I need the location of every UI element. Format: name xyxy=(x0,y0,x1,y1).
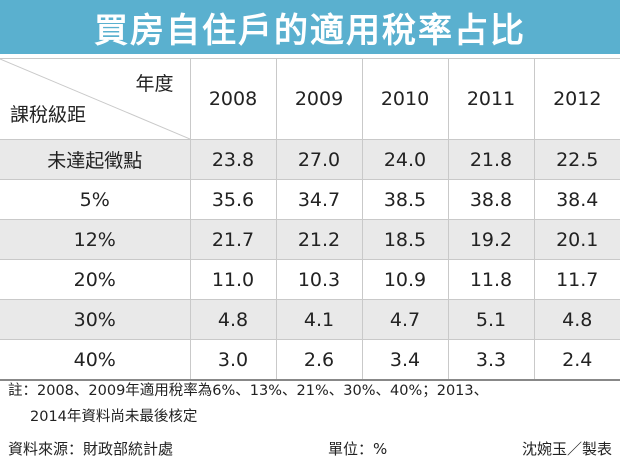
table-cell: 24.0 xyxy=(361,139,448,180)
table-cell: 4.8 xyxy=(189,299,276,340)
table-cell: 38.4 xyxy=(533,179,620,220)
table-cell: 11.8 xyxy=(447,259,534,300)
row-label: 30% xyxy=(0,299,190,340)
table-cell: 3.0 xyxy=(189,339,276,381)
table-row: 20% 11.0 10.3 10.9 11.8 11.7 xyxy=(0,259,620,300)
title-bar: 買房自住戶的適用稅率占比 xyxy=(0,0,620,54)
table-row: 40% 3.0 2.6 3.4 3.3 2.4 xyxy=(0,339,620,381)
corner-year-label: 年度 xyxy=(135,73,174,95)
row-label: 未達起徵點 xyxy=(0,139,190,180)
table-body: 未達起徵點 23.8 27.0 24.0 21.8 22.5 5% 35.6 34.7 38.5 3… xyxy=(0,139,620,381)
table-cell: 23.8 xyxy=(189,139,276,180)
table-cell: 11.7 xyxy=(533,259,620,300)
chart-title: 買房自住戶的適用稅率占比 xyxy=(94,10,526,51)
footnote-line-1: 註：2008、2009年適用稅率為6%、13%、21%、30%、40%；2013… xyxy=(8,383,489,399)
footnote-line-2: 2014年資料尚未最後核定 xyxy=(30,409,198,425)
table-cell: 21.7 xyxy=(189,219,276,260)
row-label: 20% xyxy=(0,259,190,300)
table-cell: 5.1 xyxy=(447,299,534,340)
column-header: 2010 xyxy=(361,58,448,140)
column-header: 2011 xyxy=(447,58,534,140)
credit-text: 沈婉玉／製表 xyxy=(521,440,612,458)
table-cell: 22.5 xyxy=(533,139,620,180)
table-cell: 4.7 xyxy=(361,299,448,340)
unit-text: 單位：% xyxy=(328,440,388,458)
table-cell: 4.8 xyxy=(533,299,620,340)
table-cell: 10.3 xyxy=(275,259,362,300)
table-row: 12% 21.7 21.2 18.5 19.2 20.1 xyxy=(0,219,620,260)
table-cell: 35.6 xyxy=(189,179,276,220)
table-cell: 18.5 xyxy=(361,219,448,260)
source-text: 資料來源：財政部統計處 xyxy=(8,440,174,458)
table-cell: 11.0 xyxy=(189,259,276,300)
corner-bracket-label: 課稅級距 xyxy=(10,104,87,126)
column-header: 2009 xyxy=(275,58,362,140)
table-row: 5% 35.6 34.7 38.5 38.8 38.4 xyxy=(0,179,620,220)
row-label: 5% xyxy=(0,179,190,220)
table-cell: 10.9 xyxy=(361,259,448,300)
table-cell: 19.2 xyxy=(447,219,534,260)
table-cell: 20.1 xyxy=(533,219,620,260)
column-header: 2008 xyxy=(189,58,276,140)
data-table: 年度 課稅級距 2008 2009 2010 2011 2012 未達起徵點 23… xyxy=(0,58,620,381)
table-cell: 27.0 xyxy=(275,139,362,180)
table-cell: 4.1 xyxy=(275,299,362,340)
table-row: 未達起徵點 23.8 27.0 24.0 21.8 22.5 xyxy=(0,139,620,180)
table-cell: 3.4 xyxy=(361,339,448,381)
table-cell: 2.6 xyxy=(275,339,362,381)
header-row: 年度 課稅級距 2008 2009 2010 2011 2012 xyxy=(0,58,620,140)
column-header: 2012 xyxy=(533,58,620,140)
table-cell: 21.8 xyxy=(447,139,534,180)
table-row: 30% 4.8 4.1 4.7 5.1 4.8 xyxy=(0,299,620,340)
table-cell: 2.4 xyxy=(533,339,620,381)
table-cell: 3.3 xyxy=(447,339,534,381)
corner-diagonal xyxy=(0,59,190,139)
footer: 資料來源：財政部統計處 單位：% 沈婉玉／製表 xyxy=(8,436,612,462)
footnote: 註：2008、2009年適用稅率為6%、13%、21%、30%、40%；2013… xyxy=(8,378,614,430)
table-cell: 21.2 xyxy=(275,219,362,260)
row-label: 12% xyxy=(0,219,190,260)
corner-cell: 年度 課稅級距 xyxy=(0,58,190,140)
table-cell: 38.8 xyxy=(447,179,534,220)
row-label: 40% xyxy=(0,339,190,381)
table-cell: 38.5 xyxy=(361,179,448,220)
table-cell: 34.7 xyxy=(275,179,362,220)
